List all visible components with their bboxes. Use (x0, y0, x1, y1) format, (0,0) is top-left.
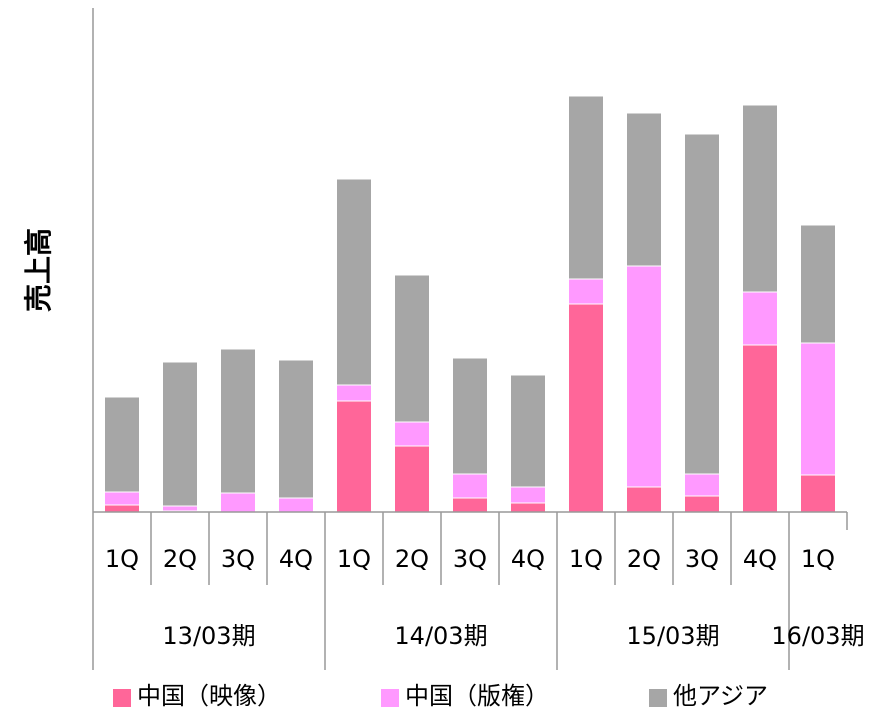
bar-segment (336, 384, 372, 402)
x-tick-label: 3Q (221, 545, 255, 573)
y-axis-label: 売上高 (22, 228, 55, 312)
bar-segment (104, 491, 140, 506)
bar-segment (742, 344, 778, 513)
bar-segment (800, 224, 836, 344)
bar-segment (568, 303, 604, 513)
x-tick-label: 1Q (801, 545, 835, 573)
bar-segment (626, 112, 662, 267)
bar-segment (278, 359, 314, 499)
bar-segment (104, 504, 140, 513)
x-tick-label: 4Q (511, 545, 545, 573)
bar-segment (510, 502, 546, 513)
bar-segment (278, 497, 314, 513)
x-tick-label: 4Q (743, 545, 777, 573)
bar-segment (104, 396, 140, 493)
bar-segment (742, 291, 778, 346)
bar-segment (394, 274, 430, 423)
bar-segment (336, 178, 372, 386)
bar-segment (220, 348, 256, 494)
bar-segment (800, 342, 836, 476)
bar-segment (800, 474, 836, 513)
group-label: 15/03期 (626, 622, 719, 650)
x-tick-label: 1Q (569, 545, 603, 573)
bar-segment (336, 400, 372, 513)
group-label: 16/03期 (771, 622, 864, 650)
x-tick-label: 2Q (163, 545, 197, 573)
bar-segment (684, 133, 720, 475)
bar-segment (510, 374, 546, 488)
bar-segment (568, 278, 604, 305)
legend-swatch (113, 689, 131, 707)
x-tick-label: 2Q (395, 545, 429, 573)
legend-label: 中国（版権） (405, 682, 549, 710)
x-tick-label: 1Q (105, 545, 139, 573)
bar-segment (742, 104, 778, 293)
x-tick-label: 4Q (279, 545, 313, 573)
x-tick-label: 3Q (453, 545, 487, 573)
bar-segment (626, 486, 662, 513)
group-label: 13/03期 (162, 622, 255, 650)
bar-segment (510, 486, 546, 504)
bar-segment (394, 421, 430, 447)
legend-swatch (381, 689, 399, 707)
bar-segment (452, 473, 488, 499)
group-label: 14/03期 (394, 622, 487, 650)
bar-segment (452, 497, 488, 513)
bar-segment (568, 95, 604, 280)
bar-segment (162, 505, 198, 512)
bar-segment (394, 445, 430, 513)
legend-label: 他アジア (673, 682, 768, 710)
bar-segment (626, 265, 662, 488)
bar-segment (452, 357, 488, 475)
bar-segment (220, 492, 256, 513)
x-tick-label: 2Q (627, 545, 661, 573)
legend-label: 中国（映像） (137, 682, 281, 710)
bar-segment (162, 361, 198, 507)
x-tick-label: 1Q (337, 545, 371, 573)
bar-segment (684, 495, 720, 513)
x-tick-label: 3Q (685, 545, 719, 573)
bar-segment (684, 473, 720, 497)
legend-swatch (649, 689, 667, 707)
